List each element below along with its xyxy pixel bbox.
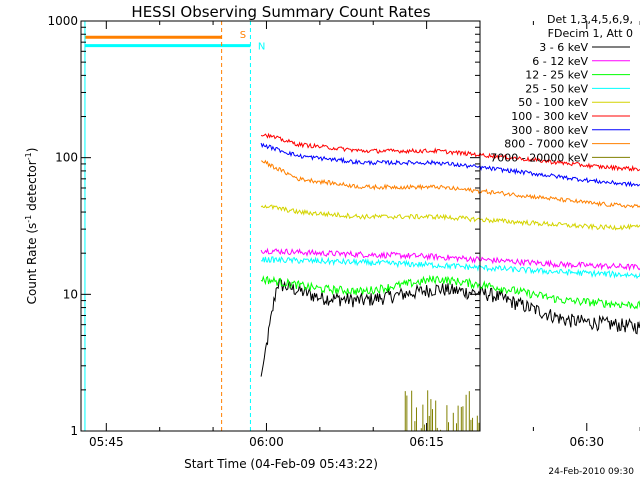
series-25-50-kev [260,256,640,280]
marks-layer: SN [84,21,265,431]
x-tick-label-1: 06:00 [249,435,284,449]
y-tick-label-1: 10 [63,287,78,301]
y-tick-label-3: 1000 [47,14,78,28]
y-axis-label-sup1: -1 [24,215,33,223]
y-axis-label-part2: detector [25,160,39,215]
legend-header-line2: FDecim 1, Att 0 [548,27,633,40]
y-axis-label-part3: ) [25,148,39,153]
x-tick-label-3: 06:30 [569,435,604,449]
annotation-S: S [240,30,246,41]
y-axis-label: Count Rate (s-1 detector-1) [24,148,39,305]
x-tick-label-0: 05:45 [89,435,124,449]
series-7000-20000-kev [404,390,480,431]
y-tick-label-0: 1 [70,424,78,438]
y-tick-label-2: 100 [55,151,78,165]
annotation-N: N [258,42,265,53]
legend-label-3: 25 - 50 keV [525,82,588,95]
series-300-800-kev [260,142,640,188]
series-800-7000-kev [260,159,640,209]
legend-label-2: 12 - 25 keV [525,69,588,82]
x-tick-label-2: 06:15 [409,435,444,449]
legend-label-5: 100 - 300 keV [511,110,588,123]
series-3-6-kev [260,278,640,377]
legend-header-line1: Det 1,3,4,5,6,9, [547,13,633,26]
legend-label-0: 3 - 6 keV [539,41,588,54]
series-6-12-kev [260,247,640,272]
y-axis-label-sup2: -1 [24,152,33,160]
series-100-300-kev [260,132,640,172]
legend-label-4: 50 - 100 keV [518,96,588,109]
legend-label-6: 300 - 800 keV [511,124,588,137]
x-axis-label: Start Time (04-Feb-09 05:43:22) [184,457,378,471]
ticks-layer: 05:4506:0006:1506:3006:4507:0007:1511010… [47,14,640,449]
legend-label-7: 800 - 7000 keV [504,138,588,151]
series-12-25-kev [260,274,640,310]
series-layer [260,132,640,431]
generated-timestamp: 24-Feb-2010 09:30 [548,467,634,477]
legend: Det 1,3,4,5,6,9, FDecim 1, Att 0 3 - 6 k… [490,13,633,164]
plot-frame [80,20,481,432]
y-axis-label-part1: Count Rate (s [25,223,39,305]
series-50-100-kev [260,204,640,231]
legend-label-1: 6 - 12 keV [532,55,588,68]
legend-label-8: 7000 - 20000 keV [490,151,588,164]
chart-title: HESSI Observing Summary Count Rates [131,3,430,21]
